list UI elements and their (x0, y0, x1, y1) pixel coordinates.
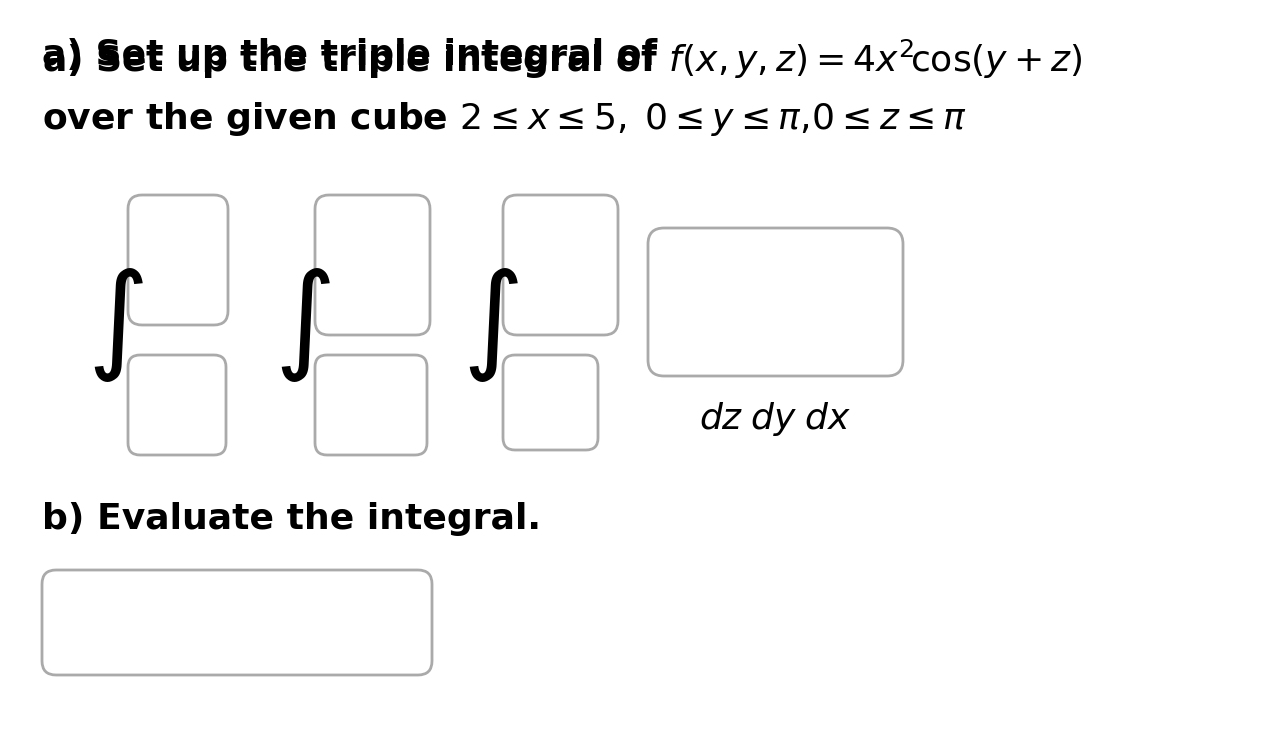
Text: $\int$: $\int$ (86, 266, 144, 384)
Text: a) Set up the triple integral of: a) Set up the triple integral of (42, 38, 670, 72)
FancyBboxPatch shape (315, 355, 428, 455)
Text: $dz\; dy\; dx$: $dz\; dy\; dx$ (700, 400, 851, 438)
FancyBboxPatch shape (503, 355, 598, 450)
FancyBboxPatch shape (128, 195, 229, 325)
Text: $\int$: $\int$ (462, 266, 519, 384)
FancyBboxPatch shape (315, 195, 430, 335)
FancyBboxPatch shape (648, 228, 903, 376)
Text: a) Set up the triple integral of $f(x, y, z) = 4x^2\!\cos(y + z)$: a) Set up the triple integral of $f(x, y… (42, 38, 1082, 81)
Text: over the given cube $2 \leq x \leq 5,\;0 \leq y \leq \pi,\!0 \leq z \leq \pi$: over the given cube $2 \leq x \leq 5,\;0… (42, 100, 967, 138)
FancyBboxPatch shape (503, 195, 618, 335)
Text: b) Evaluate the integral.: b) Evaluate the integral. (42, 502, 541, 536)
FancyBboxPatch shape (42, 570, 431, 675)
Text: $\int$: $\int$ (273, 266, 330, 384)
FancyBboxPatch shape (128, 355, 226, 455)
